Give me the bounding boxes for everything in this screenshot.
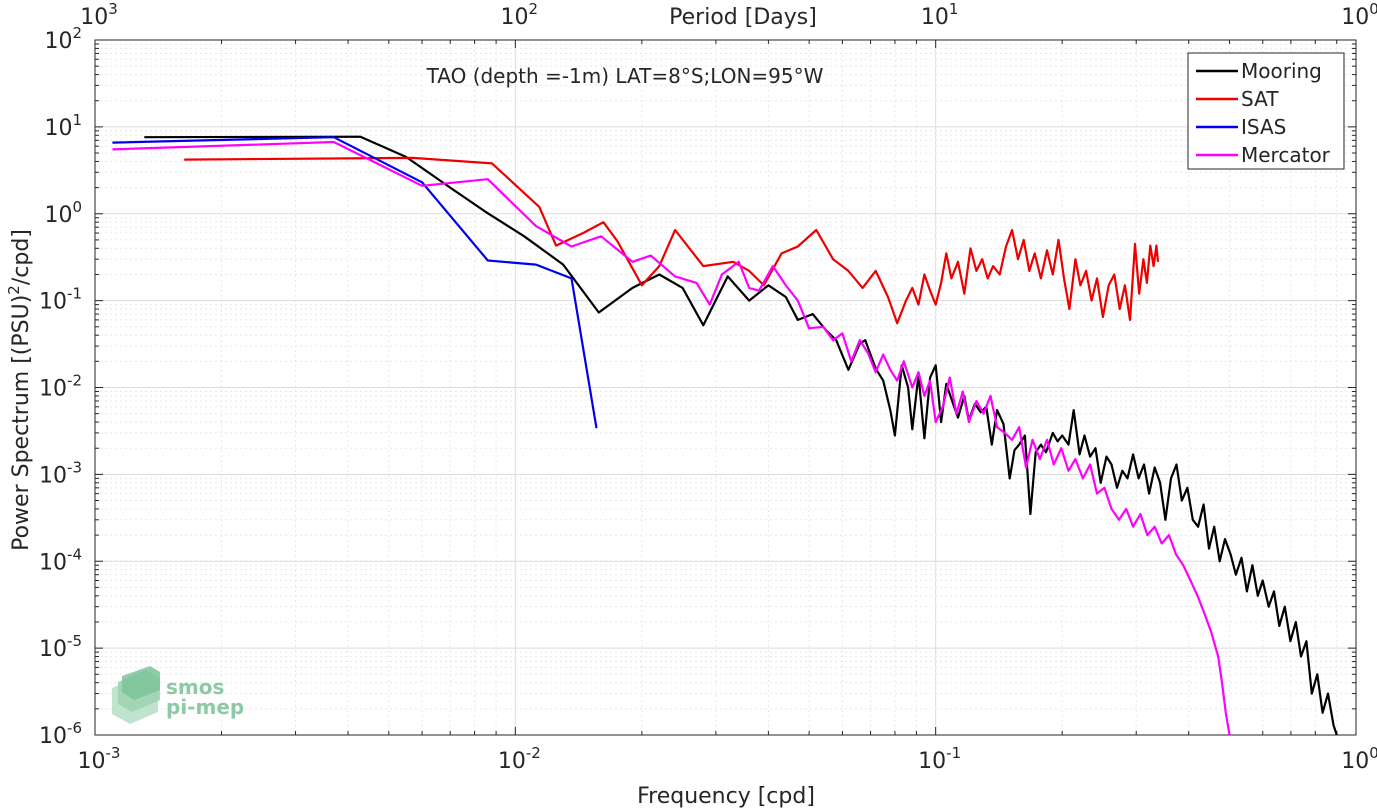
y-tick-label: 101 — [44, 111, 82, 141]
top-tick-label: 100 — [1341, 0, 1377, 30]
legend-label-mercator: Mercator — [1241, 143, 1331, 167]
x-tick-label: 10-1 — [918, 744, 961, 774]
legend-label-mooring: Mooring — [1241, 59, 1322, 83]
series-line-mercator — [112, 140, 1231, 736]
y-tick-label: 10-5 — [39, 632, 82, 662]
y-tick-label: 10-2 — [39, 372, 82, 402]
logo-mark-icon — [112, 666, 160, 724]
y-tick-label: 10-1 — [39, 285, 82, 315]
legend-label-isas: ISAS — [1241, 115, 1286, 139]
x-tick-label: 10-2 — [498, 744, 541, 774]
logo-text-smos: smos — [166, 675, 224, 699]
series-line-isas — [112, 136, 598, 429]
x-tick-label: 10-3 — [78, 744, 121, 774]
series-line-sat — [184, 156, 1160, 325]
axis-ticks — [94, 40, 1356, 736]
y-tick-label: 102 — [44, 24, 82, 54]
y-tick-label: 10-6 — [39, 719, 82, 749]
y-axis-label: Power Spectrum [(PSU)2/cpd] — [5, 229, 34, 551]
y-axis-label-tail: /cpd] — [9, 229, 34, 285]
chart-title: TAO (depth =-1m) LAT=8°S;LON=95°W — [426, 64, 824, 88]
smos-pi-mep-logo: smos pi-mep — [112, 666, 244, 724]
y-tick-label: 10-4 — [39, 545, 82, 575]
x-tick-label: 100 — [1341, 744, 1377, 774]
legend-label-sat: SAT — [1241, 87, 1279, 111]
top-tick-label: 102 — [501, 0, 539, 30]
y-tick-label: 10-3 — [39, 458, 82, 488]
legend: Mooring SAT ISAS Mercator — [1187, 52, 1345, 170]
top-tick-label: 103 — [80, 0, 118, 30]
top-axis-label: Period [Days] — [669, 5, 817, 30]
top-tick-label: 101 — [921, 0, 959, 30]
logo-text-pimep: pi-mep — [166, 695, 244, 719]
series-layer — [112, 135, 1338, 736]
x-axis-label: Frequency [cpd] — [637, 784, 815, 809]
y-axis-label-main: Power Spectrum [(PSU) — [9, 295, 34, 551]
y-axis-label-sup: 2 — [5, 285, 23, 295]
y-tick-label: 100 — [44, 198, 82, 228]
legend-box — [1187, 52, 1345, 170]
